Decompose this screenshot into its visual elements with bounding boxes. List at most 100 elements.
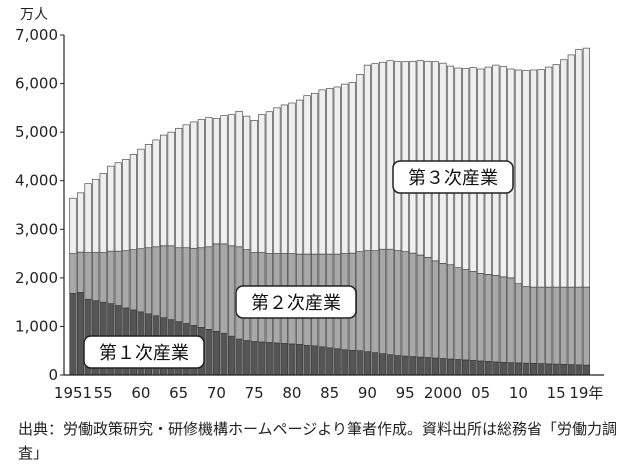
bar-1987-series-1 — [341, 349, 349, 376]
bar-1978-series-1 — [273, 342, 281, 376]
bar-1951-series-1 — [69, 293, 77, 376]
bar-1994-series-3 — [394, 61, 402, 251]
bar-2011-series-1 — [522, 362, 530, 376]
bar-1990-series-3 — [363, 64, 372, 251]
callout-tertiary: 第３次産業 — [392, 160, 514, 194]
bar-1990-series-2 — [363, 250, 372, 352]
bar-2012-series-1 — [529, 363, 538, 376]
bar-1967-series-3 — [190, 121, 198, 249]
bar-1952-series-1 — [76, 292, 85, 376]
bar-1986-series-3 — [333, 86, 341, 255]
bar-2005-series-2 — [477, 273, 485, 362]
bar-1968-series-3 — [197, 119, 205, 249]
bar-2019-series-3 — [582, 47, 590, 288]
bar-1988-series-3 — [348, 82, 356, 254]
bar-1989-series-2 — [356, 251, 364, 352]
bar-1958-series-3 — [122, 159, 130, 251]
bar-1956-series-3 — [107, 165, 115, 252]
bar-1968-series-2 — [197, 247, 205, 328]
bar-2012-series-3 — [529, 69, 538, 288]
bar-2015-series-3 — [552, 64, 560, 288]
y-tick-label-4000: 4,000 — [15, 172, 58, 190]
bar-1953-series-3 — [84, 183, 92, 253]
bar-1997-series-2 — [416, 254, 424, 358]
bar-1992-series-3 — [378, 61, 387, 250]
x-tick-label-1960: 60 — [131, 384, 150, 402]
callout-secondary: 第２次産業 — [235, 285, 357, 319]
bar-2018-series-3 — [575, 49, 583, 288]
bar-2009-series-2 — [507, 277, 515, 363]
bar-2006-series-1 — [484, 361, 492, 376]
bar-2015-series-2 — [552, 286, 560, 365]
bar-1963-series-3 — [160, 134, 168, 247]
bar-1998-series-1 — [424, 357, 432, 376]
bar-1964-series-3 — [167, 131, 175, 247]
bar-2002-series-2 — [454, 267, 462, 360]
bar-1975-series-1 — [250, 341, 258, 376]
x-tick-label-2005: 05 — [471, 384, 490, 402]
bar-2016-series-2 — [560, 286, 568, 365]
bar-2013-series-3 — [537, 69, 545, 288]
bar-1971-series-1 — [220, 332, 228, 376]
y-tick-label-6000: 6,000 — [15, 75, 58, 93]
bar-1983-series-3 — [311, 92, 319, 255]
x-tick-label-1951: 1951 — [54, 384, 92, 402]
bar-2010-series-1 — [514, 362, 523, 376]
bar-2019-series-1 — [582, 364, 590, 376]
bar-2016-series-3 — [560, 59, 568, 288]
bar-1994-series-2 — [394, 250, 402, 356]
bar-1979-series-3 — [280, 104, 288, 254]
bar-1956-series-2 — [107, 250, 115, 304]
bar-1991-series-2 — [371, 250, 379, 353]
bar-1959-series-2 — [129, 249, 137, 311]
bar-1972-series-2 — [227, 245, 236, 337]
bar-2004-series-2 — [469, 271, 477, 361]
bar-2008-series-1 — [499, 362, 507, 376]
bar-2000-series-2 — [439, 262, 447, 359]
x-tick-label-2015: 15 — [547, 384, 566, 402]
bar-1973-series-1 — [235, 338, 243, 376]
bar-1954-series-3 — [92, 178, 100, 253]
bar-1966-series-3 — [182, 124, 190, 249]
bar-2018-series-2 — [575, 286, 583, 366]
bar-1962-series-3 — [152, 139, 160, 248]
bar-1985-series-3 — [326, 88, 334, 255]
bar-1989-series-3 — [356, 74, 364, 252]
bar-1957-series-2 — [114, 250, 122, 306]
bar-1965-series-3 — [175, 127, 183, 249]
bar-1965-series-2 — [175, 247, 183, 322]
bar-1996-series-1 — [409, 356, 417, 376]
bar-1976-series-3 — [258, 114, 266, 253]
employment-by-sector-chart: 万人 01,0002,0003,0004,0005,0006,0007,000 … — [15, 7, 604, 402]
x-tick-label-2000: 2000 — [424, 384, 462, 402]
bar-2002-series-1 — [454, 359, 462, 376]
bar-1984-series-3 — [318, 89, 326, 255]
bar-1982-series-3 — [303, 95, 311, 255]
bar-1991-series-3 — [371, 63, 379, 251]
bar-1970-series-1 — [212, 330, 221, 376]
bar-1999-series-2 — [431, 260, 439, 359]
x-tick-label-1955: 55 — [94, 384, 113, 402]
bar-1998-series-3 — [424, 60, 432, 258]
callout-secondary-label: 第２次産業 — [251, 293, 341, 314]
bar-2016-series-1 — [560, 364, 568, 376]
bar-2012-series-2 — [529, 286, 538, 364]
bar-1971-series-3 — [220, 115, 228, 245]
y-tick-label-5000: 5,000 — [15, 123, 58, 141]
bar-1970-series-2 — [212, 243, 221, 332]
bar-2013-series-2 — [537, 286, 545, 364]
bar-2018-series-1 — [575, 364, 583, 376]
bar-2004-series-1 — [469, 360, 477, 376]
bar-1951-series-3 — [69, 197, 77, 254]
bar-1979-series-1 — [280, 343, 288, 376]
bar-1969-series-3 — [205, 117, 213, 248]
x-tick-label-1965: 65 — [169, 384, 188, 402]
bar-2014-series-2 — [545, 286, 553, 365]
bar-1999-series-1 — [431, 357, 439, 376]
bar-1996-series-3 — [409, 60, 417, 254]
x-tick-labels: 1951 55 60 65 70 75 80 85 90 95 2000 05 10 15 19年 — [54, 384, 604, 402]
bar-1976-series-1 — [258, 341, 266, 376]
bar-2017-series-1 — [567, 364, 575, 376]
bar-1992-series-2 — [378, 248, 387, 354]
bar-2015-series-1 — [552, 363, 560, 376]
